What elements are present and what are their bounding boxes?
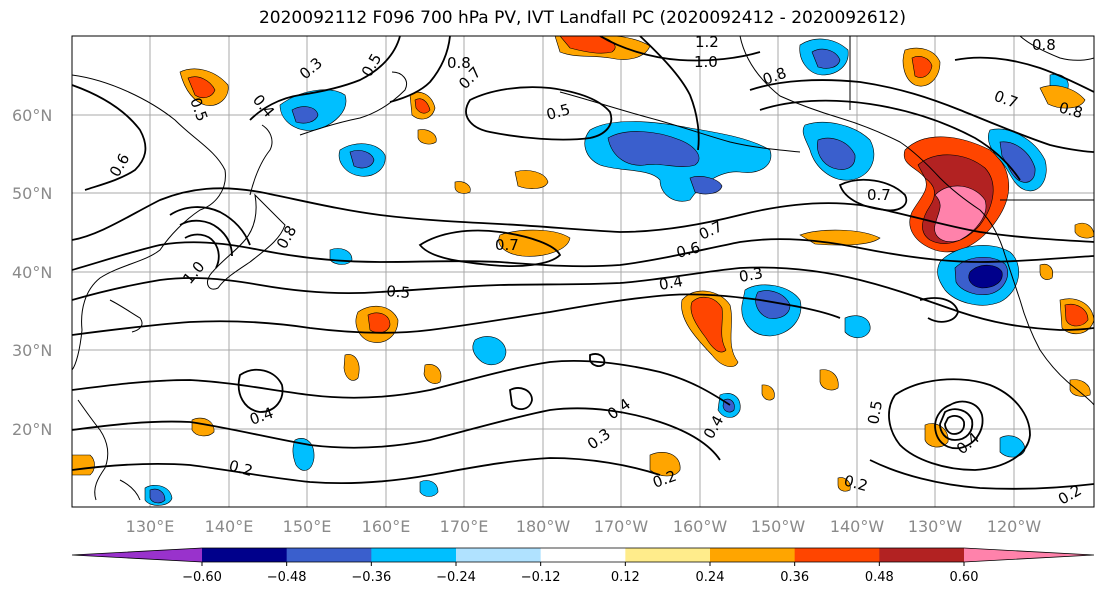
contour-label: 1.2 <box>695 33 719 51</box>
contour-label: 0.3 <box>738 264 765 286</box>
colorbar-tick-label: 0.24 <box>696 570 725 585</box>
colorbar-tick-label: −0.24 <box>436 570 476 585</box>
map-title: 2020092112 F096 700 hPa PV, IVT Landfall… <box>258 8 906 28</box>
colorbar-tick-label: −0.36 <box>351 570 391 585</box>
contour-label: 0.5 <box>544 100 572 124</box>
contour-label: 0.2 <box>227 456 255 480</box>
lat-label: 20°N <box>12 420 52 439</box>
colorbar-swatch <box>710 548 796 562</box>
longitude-labels: 130°E 140°E 150°E 160°E 170°E 180°W 170°… <box>126 517 1042 536</box>
lat-label: 60°N <box>12 106 52 125</box>
pv-shading <box>72 36 1094 506</box>
colorbar-extend-max <box>964 548 1094 562</box>
lon-label: 160°W <box>673 517 728 536</box>
lon-label: 130°E <box>126 517 175 536</box>
contour-label: 0.2 <box>842 471 870 495</box>
colorbar-tick-label: 0.36 <box>780 570 809 585</box>
contour-label: 0.5 <box>864 399 886 426</box>
contour-label: 0.7 <box>867 186 891 204</box>
colorbar-tick-label: 0.60 <box>950 570 979 585</box>
colorbar-tick-label: 0.12 <box>611 570 640 585</box>
colorbar-tick-label: −0.60 <box>182 570 222 585</box>
colorbar-swatch <box>794 548 880 562</box>
colorbar-tick-label: −0.12 <box>521 570 561 585</box>
colorbar-extend-min <box>72 548 202 562</box>
lon-label: 150°E <box>283 517 332 536</box>
lon-label: 140°W <box>830 517 885 536</box>
colorbar-swatch <box>202 548 288 562</box>
colorbar-tick-label: −0.48 <box>267 570 307 585</box>
colorbar-swatch <box>540 548 626 562</box>
contour-label: 0.8 <box>1057 98 1085 122</box>
latitude-labels: 60°N 50°N 40°N 30°N 20°N <box>12 106 52 439</box>
contour-label: 0.6 <box>674 238 702 262</box>
contour-label: 0.8 <box>1032 36 1056 54</box>
colorbar-tick-label: 0.48 <box>865 570 894 585</box>
lat-label: 30°N <box>12 341 52 360</box>
contour-label: 0.4 <box>658 272 685 294</box>
colorbar-swatch <box>625 548 711 562</box>
contour-label: 0.8 <box>447 54 471 72</box>
colorbar-swatch <box>286 548 372 562</box>
lon-label: 150°W <box>751 517 806 536</box>
colorbar: −0.60 −0.48 −0.36 −0.24 −0.12 0.12 0.24 0.36 0.4… <box>71 547 1095 585</box>
lat-label: 40°N <box>12 263 52 282</box>
lon-label: 130°W <box>908 517 963 536</box>
lon-label: 140°E <box>205 517 254 536</box>
lon-label: 170°W <box>594 517 649 536</box>
map-canvas: 0.3 0.5 0.8 0.7 1.2 1.0 0.8 0.8 0.7 0.8 … <box>72 33 1094 507</box>
graticule <box>72 36 1094 507</box>
colorbar-swatch <box>879 548 965 562</box>
lon-label: 170°E <box>440 517 489 536</box>
contour-label: 0.5 <box>386 282 411 302</box>
lon-label: 160°E <box>362 517 411 536</box>
ivt-contours <box>72 36 1094 490</box>
contour-labels: 0.3 0.5 0.8 0.7 1.2 1.0 0.8 0.8 0.7 0.8 … <box>106 33 1085 507</box>
lat-label: 50°N <box>12 184 52 203</box>
colorbar-swatch <box>371 548 457 562</box>
lon-label: 180°W <box>516 517 571 536</box>
lon-label: 120°W <box>987 517 1042 536</box>
coastlines <box>72 36 1094 501</box>
contour-label: 1.0 <box>694 53 718 71</box>
map-frame <box>71 35 1095 508</box>
colorbar-swatch <box>456 548 542 562</box>
contour-label: 0.7 <box>495 236 519 254</box>
